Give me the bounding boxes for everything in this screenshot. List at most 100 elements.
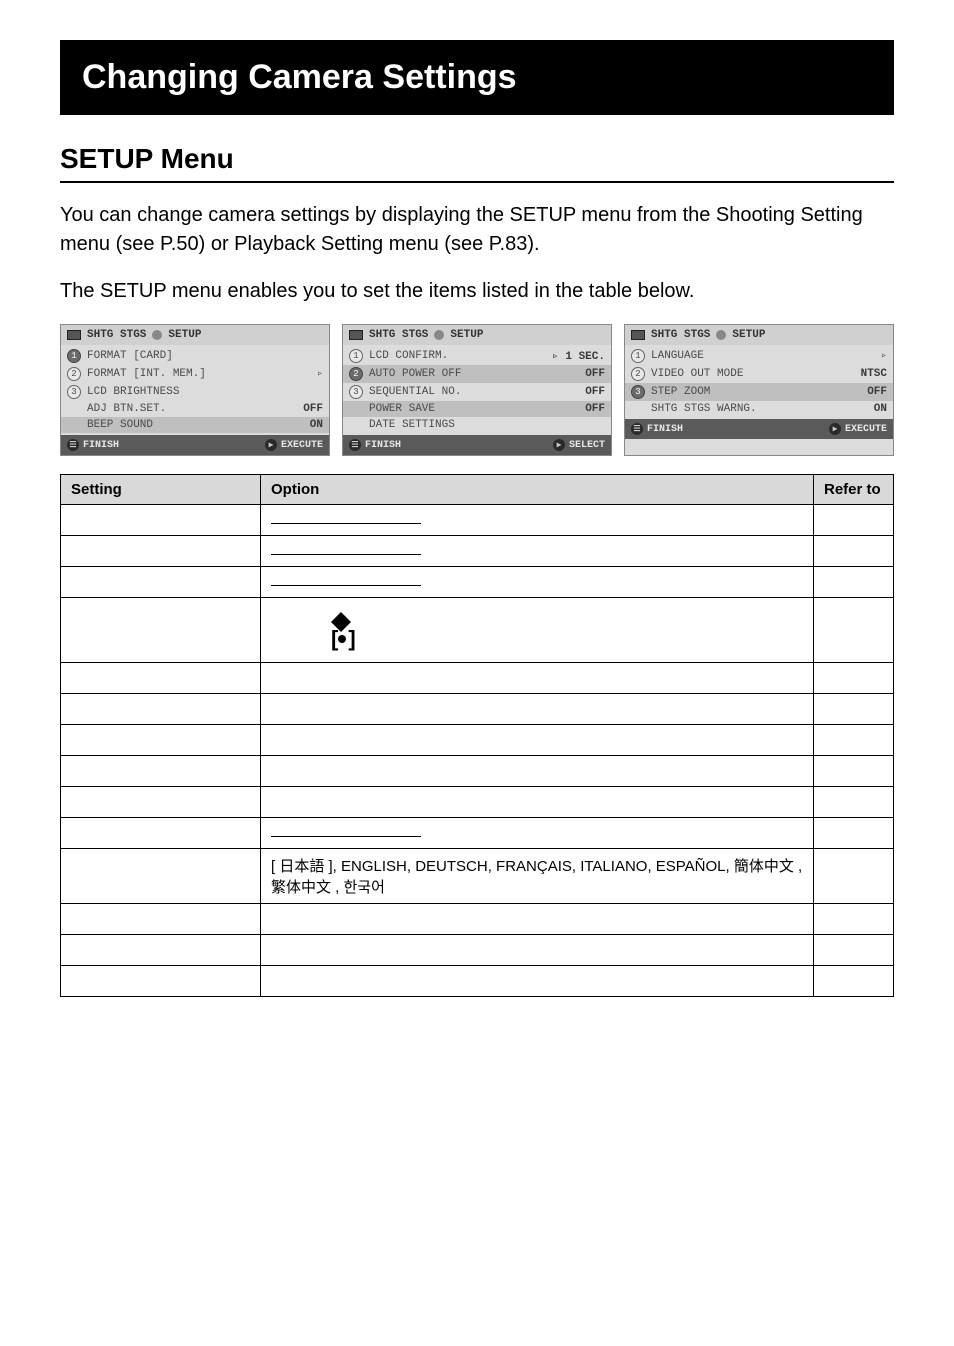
play-icon: ▶ [553, 439, 565, 451]
th-setting: Setting [61, 475, 261, 505]
cell-refer [814, 725, 894, 756]
row-label: LCD CONFIRM. [369, 350, 546, 362]
menu-row: 3 STEP ZOOM OFF [625, 383, 893, 401]
row-number-icon: 3 [631, 385, 645, 399]
settings-tbody: [] [ 日本語 ], ENGLISH, DEUTSCH, FRANÇAIS, I… [61, 505, 894, 997]
cell-option [261, 818, 814, 849]
tab-right-label: SETUP [732, 329, 765, 341]
row-value: OFF [867, 386, 887, 398]
menu-row: BEEP SOUND ON [61, 417, 329, 433]
cell-refer [814, 567, 894, 598]
row-value: ON [874, 403, 887, 415]
row-label: STEP ZOOM [651, 386, 861, 398]
cell-option [261, 567, 814, 598]
cell-setting [61, 904, 261, 935]
tab-left-label: SHTG STGS [87, 329, 146, 341]
settings-table: Setting Option Refer to [][ 日本語 ], ENGLI… [60, 474, 894, 997]
table-row [61, 567, 894, 598]
cell-setting [61, 966, 261, 997]
menu-row: 2VIDEO OUT MODENTSC [625, 365, 893, 383]
cell-option [261, 935, 814, 966]
diamond-icon [331, 612, 351, 622]
cell-setting [61, 536, 261, 567]
th-option: Option [261, 475, 814, 505]
footer-right-label: SELECT [569, 440, 605, 451]
page-title: Changing Camera Settings [82, 58, 517, 96]
screenshot-rows: 1LCD CONFIRM.▹ 1 SEC.2AUTO POWER OFFOFF3… [343, 345, 611, 435]
cell-refer [814, 694, 894, 725]
footer-right-label: EXECUTE [845, 424, 887, 435]
play-icon: ▶ [829, 423, 841, 435]
menu-screenshot: SHTG STGSSETUP1FORMAT [CARD]2FORMAT [INT… [60, 324, 330, 456]
cell-option [261, 756, 814, 787]
row-number-icon: 1 [349, 349, 363, 363]
footer-left-label: FINISH [365, 440, 401, 451]
footer-right: ▶EXECUTE [265, 439, 323, 451]
footer-right-label: EXECUTE [281, 440, 323, 451]
cell-setting [61, 818, 261, 849]
screenshot-footer: ☰ FINISH ▶ SELECT [343, 435, 611, 455]
cell-refer [814, 536, 894, 567]
cell-refer [814, 935, 894, 966]
tab-right-label: SETUP [450, 329, 483, 341]
cell-option [261, 725, 814, 756]
table-row [61, 756, 894, 787]
table-row: [] [61, 598, 894, 663]
camera-icon [67, 330, 81, 340]
row-number-icon: 1 [67, 349, 81, 363]
chevron-right-icon: ▹ [317, 368, 323, 380]
wrench-icon [152, 330, 162, 340]
menu-icon: ☰ [349, 439, 361, 451]
cell-setting [61, 935, 261, 966]
cell-option [261, 694, 814, 725]
row-value: OFF [303, 403, 323, 415]
cell-option [261, 663, 814, 694]
row-value: OFF [585, 403, 605, 415]
table-row [61, 725, 894, 756]
menu-icon: ☰ [67, 439, 79, 451]
row-label: FORMAT [CARD] [87, 350, 317, 362]
cell-refer [814, 505, 894, 536]
cell-refer [814, 966, 894, 997]
cell-option [261, 787, 814, 818]
cell-setting [61, 725, 261, 756]
row-label: SHTG STGS WARNG. [651, 403, 868, 415]
row-value: ON [310, 419, 323, 431]
row-number-icon: 1 [631, 349, 645, 363]
underline-placeholder [271, 512, 421, 524]
menu-row: 3SEQUENTIAL NO.OFF [343, 383, 611, 401]
row-value: OFF [585, 368, 605, 380]
menu-row: POWER SAVEOFF [343, 401, 611, 417]
page-title-bar: Changing Camera Settings [60, 40, 894, 115]
underline-placeholder [271, 543, 421, 555]
screenshot-tabbar: SHTG STGSSETUP [625, 325, 893, 345]
table-row [61, 663, 894, 694]
cell-refer [814, 598, 894, 663]
menu-screenshot: SHTG STGSSETUP1LANGUAGE▹2VIDEO OUT MODEN… [624, 324, 894, 456]
page-root: Changing Camera Settings SETUP Menu You … [0, 0, 954, 1037]
cell-option [261, 505, 814, 536]
cell-option: [ 日本語 ], ENGLISH, DEUTSCH, FRANÇAIS, ITA… [261, 849, 814, 904]
footer-left: ☰FINISH [67, 439, 119, 451]
row-label: BEEP SOUND [87, 419, 304, 431]
row-label: VIDEO OUT MODE [651, 368, 855, 380]
row-value: NTSC [861, 368, 887, 380]
menu-row: DATE SETTINGS [343, 417, 611, 433]
underline-placeholder [271, 574, 421, 586]
section-subtitle: SETUP Menu [60, 143, 894, 183]
screenshot-tabbar: SHTG STGSSETUP [61, 325, 329, 345]
row-label: FORMAT [INT. MEM.] [87, 368, 305, 380]
menu-icon: ☰ [631, 423, 643, 435]
table-row [61, 505, 894, 536]
underline-placeholder [271, 825, 421, 837]
cell-refer [814, 818, 894, 849]
row-number-icon: 2 [349, 367, 363, 381]
row-label: DATE SETTINGS [369, 419, 599, 431]
table-row [61, 818, 894, 849]
tab-left-label: SHTG STGS [369, 329, 428, 341]
cell-setting [61, 598, 261, 663]
footer-right: ▶ EXECUTE [829, 423, 887, 435]
table-row: [ 日本語 ], ENGLISH, DEUTSCH, FRANÇAIS, ITA… [61, 849, 894, 904]
row-value: OFF [585, 386, 605, 398]
menu-row: SHTG STGS WARNG. ON [625, 401, 893, 417]
